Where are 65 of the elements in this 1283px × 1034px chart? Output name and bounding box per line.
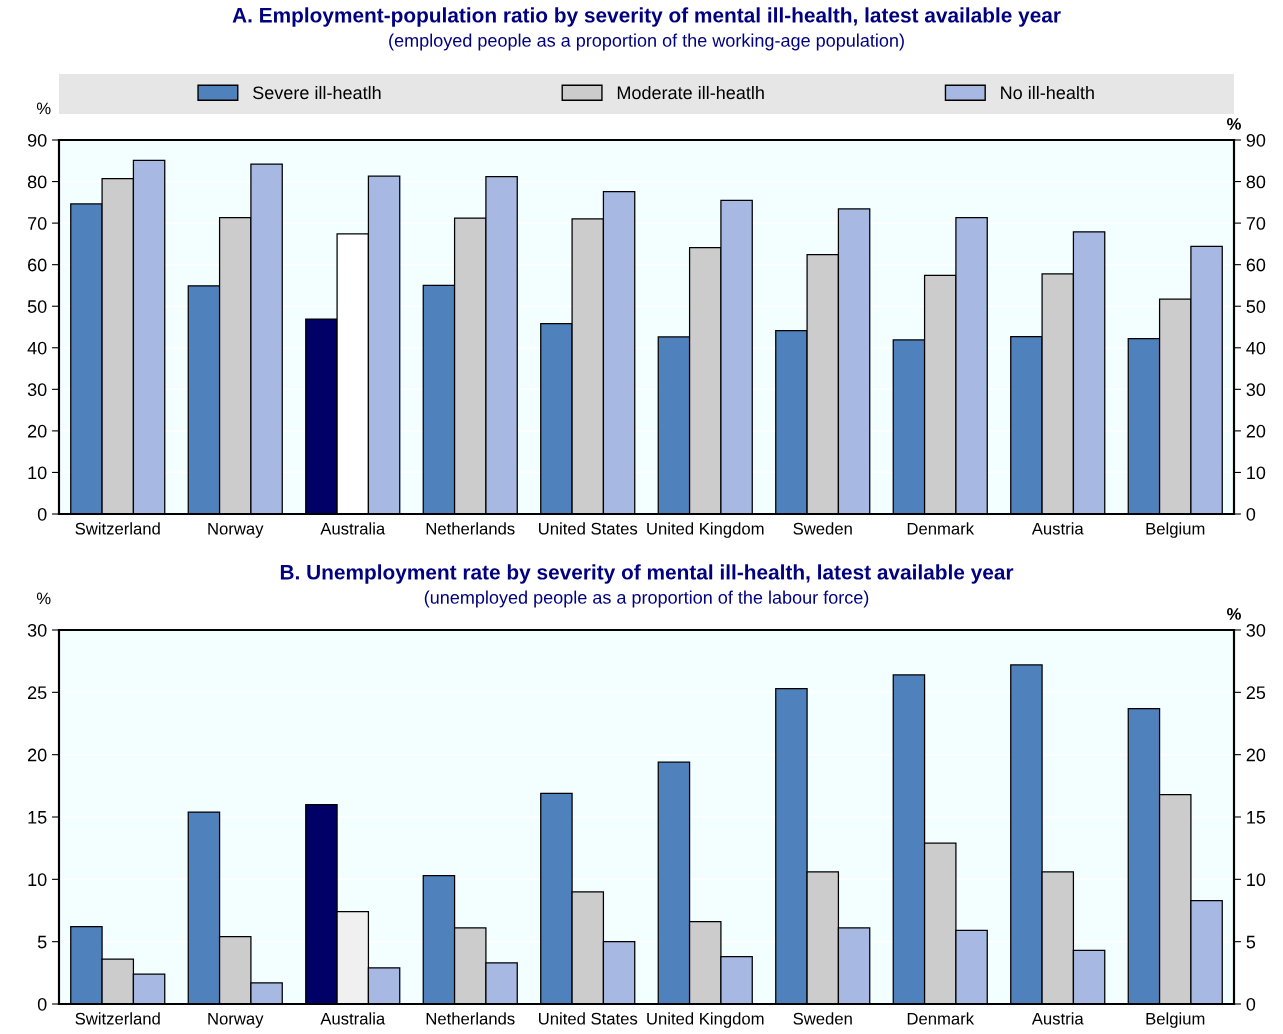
- y-tick-label: 50: [27, 300, 47, 313]
- y-tick-label: 5: [37, 935, 47, 949]
- x-tick-label: Australia: [320, 522, 386, 535]
- y-tick-label: 15: [28, 811, 47, 824]
- x-tick-label: Austria: [1031, 1012, 1084, 1025]
- y-tick-label: 10: [28, 873, 47, 887]
- y-tick-label: 20: [28, 748, 47, 762]
- y2-tick-label: 0: [1246, 507, 1256, 521]
- chart-title: B. Unemployment rate by severity of mental ill-health, latest available year: [280, 564, 1014, 584]
- x-tick-label: United Kingdom: [647, 1012, 764, 1028]
- y2-tick-label: 50: [1246, 300, 1266, 313]
- y2-tick-label: 80: [1246, 175, 1266, 189]
- x-tick-label: Norway: [208, 1012, 264, 1028]
- x-tick-label: United States: [539, 522, 638, 535]
- y2-tick-label: 25: [1246, 686, 1266, 700]
- chart-subtitle: (unemployed people as a proportion of the labour force): [424, 590, 869, 608]
- y2-tick-label: 5: [1246, 935, 1256, 949]
- y2-axis-title: %: [1227, 118, 1241, 130]
- y2-tick-label: 30: [1246, 383, 1266, 397]
- y-tick-label: 90: [27, 133, 47, 147]
- y2-tick-label: 30: [1246, 623, 1266, 637]
- y-tick-label: 80: [27, 175, 47, 189]
- y-tick-label: 40: [27, 341, 47, 355]
- x-tick-label: Switzerland: [75, 1012, 160, 1025]
- legend-label: No ill-health: [1001, 85, 1094, 100]
- y2-tick-label: 70: [1246, 217, 1266, 230]
- y-tick-label: 0: [37, 507, 47, 521]
- y2-tick-label: 40: [1246, 341, 1266, 355]
- y2-tick-label: 90: [1246, 133, 1266, 147]
- y2-tick-label: 0: [1246, 997, 1256, 1011]
- y-tick-label: 0: [37, 997, 47, 1011]
- x-tick-label: Australia: [320, 1012, 386, 1025]
- x-tick-label: Switzerland: [75, 522, 160, 535]
- y-tick-label: 30: [27, 383, 47, 397]
- x-tick-label: United Kingdom: [647, 522, 764, 538]
- y-tick-label: 25: [28, 686, 47, 700]
- y2-tick-label: 60: [1246, 258, 1266, 272]
- x-tick-label: Denmark: [907, 1012, 975, 1025]
- y2-tick-label: 10: [1247, 466, 1266, 480]
- y2-tick-label: 20: [1246, 424, 1266, 438]
- x-tick-label: Sweden: [793, 1012, 852, 1025]
- y-tick-label: 20: [28, 424, 47, 438]
- x-tick-label: Netherlands: [426, 1012, 515, 1025]
- x-tick-label: Sweden: [793, 522, 852, 535]
- y2-tick-label: 20: [1246, 748, 1266, 762]
- chart-subtitle: (employed people as a proportion of the working-age population): [389, 33, 904, 51]
- y2-tick-label: 10: [1247, 873, 1266, 887]
- x-tick-label: Netherlands: [426, 522, 515, 535]
- y-axis-title: %: [36, 592, 51, 605]
- y2-axis-title: %: [1227, 608, 1241, 620]
- y-tick-label: 30: [27, 623, 47, 637]
- x-tick-label: Belgium: [1146, 522, 1205, 538]
- chart-title: A. Employment-population ratio by severity of mental ill-health, latest available year: [232, 7, 1061, 27]
- legend-label: Moderate ill-heatlh: [617, 85, 764, 100]
- y-axis-title: %: [36, 102, 51, 115]
- y-tick-label: 60: [28, 258, 47, 272]
- y-tick-label: 10: [28, 466, 47, 480]
- x-tick-label: Austria: [1031, 522, 1084, 535]
- legend-label: Severe ill-heatlh: [253, 85, 381, 100]
- x-tick-label: Norway: [208, 522, 264, 538]
- y-tick-label: 70: [28, 217, 47, 230]
- x-tick-label: Belgium: [1146, 1012, 1205, 1028]
- x-tick-label: United States: [539, 1012, 638, 1025]
- x-tick-label: Denmark: [907, 522, 975, 535]
- y2-tick-label: 15: [1247, 811, 1266, 824]
